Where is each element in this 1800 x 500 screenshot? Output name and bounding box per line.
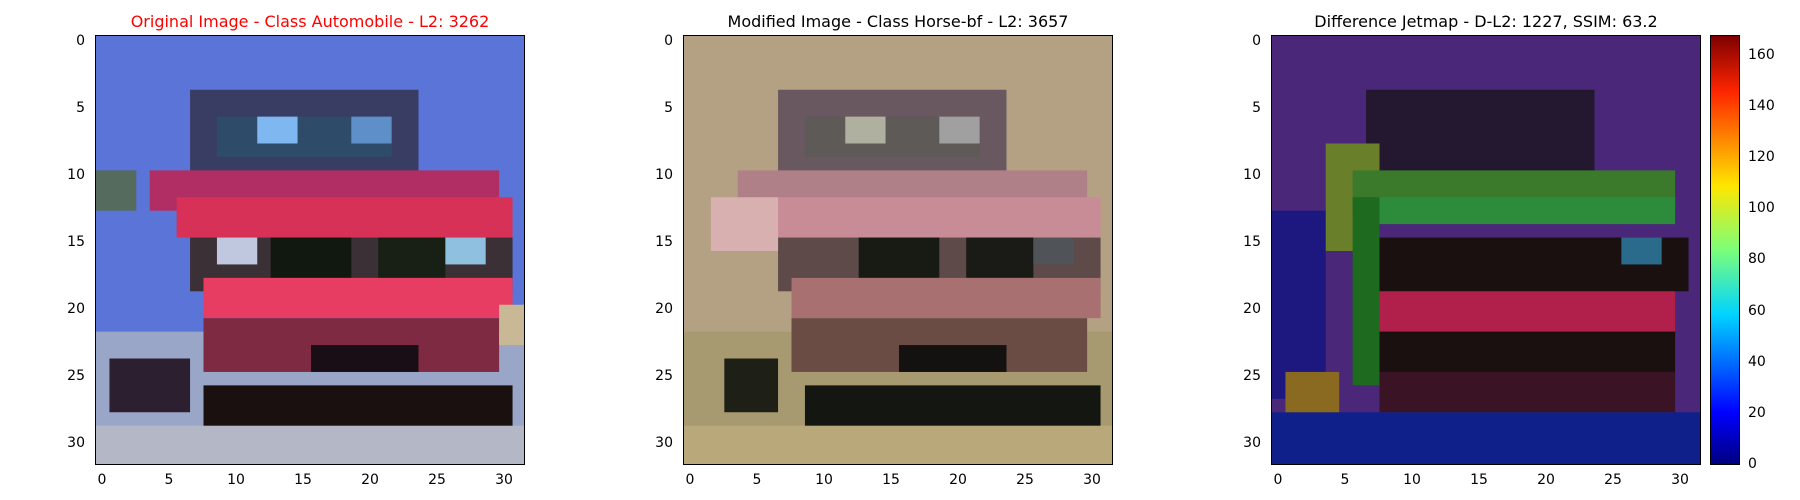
y-tick: 0 [1252, 33, 1261, 49]
y-tick: 25 [1243, 368, 1261, 384]
x-tick: 25 [428, 472, 446, 488]
x-tick: 0 [685, 472, 695, 488]
colorbar-tick: 60 [1748, 303, 1766, 319]
x-tick: 10 [227, 472, 245, 488]
colorbar-tick: 120 [1748, 149, 1775, 165]
y-tick: 5 [1252, 100, 1261, 116]
x-tick: 25 [1016, 472, 1034, 488]
x-tick: 5 [1340, 472, 1350, 488]
x-tick: 0 [1273, 472, 1283, 488]
y-tick: 0 [664, 33, 673, 49]
y-tick: 0 [76, 33, 85, 49]
panel-title: Difference Jetmap - D-L2: 1227, SSIM: 63… [1314, 12, 1658, 31]
panel-title: Original Image - Class Automobile - L2: … [130, 12, 490, 31]
x-tick: 20 [1537, 472, 1555, 488]
x-tick: 0 [97, 472, 107, 488]
difference-jetmap [1272, 36, 1700, 464]
x-tick: 30 [495, 472, 513, 488]
x-tick: 5 [752, 472, 762, 488]
colorbar-tick: 40 [1748, 354, 1766, 370]
x-tick: 10 [1403, 472, 1421, 488]
y-tick: 25 [67, 368, 85, 384]
y-tick: 10 [67, 167, 85, 183]
y-tick: 15 [1243, 234, 1261, 250]
x-tick: 5 [164, 472, 174, 488]
y-tick: 10 [1243, 167, 1261, 183]
y-tick: 10 [655, 167, 673, 183]
x-tick: 30 [1083, 472, 1101, 488]
original-image [95, 35, 525, 465]
modified-image [683, 35, 1113, 465]
y-tick: 25 [655, 368, 673, 384]
x-tick: 15 [294, 472, 312, 488]
colorbar-tick: 80 [1748, 251, 1766, 267]
y-tick: 15 [67, 234, 85, 250]
x-tick: 15 [882, 472, 900, 488]
x-tick: 25 [1604, 472, 1622, 488]
colorbar-tick: 140 [1748, 98, 1775, 114]
y-tick: 30 [655, 435, 673, 451]
colorbar-tick: 100 [1748, 200, 1775, 216]
y-tick: 5 [76, 100, 85, 116]
y-tick: 15 [655, 234, 673, 250]
y-tick: 5 [664, 100, 673, 116]
x-tick: 20 [949, 472, 967, 488]
colorbar [1710, 35, 1740, 465]
y-tick: 20 [1243, 301, 1261, 317]
x-tick: 15 [1470, 472, 1488, 488]
x-tick: 10 [815, 472, 833, 488]
y-tick: 30 [1243, 435, 1261, 451]
colorbar-tick: 0 [1748, 456, 1757, 472]
y-tick: 20 [655, 301, 673, 317]
y-tick: 20 [67, 301, 85, 317]
y-tick: 30 [67, 435, 85, 451]
panel-title: Modified Image - Class Horse-bf - L2: 36… [727, 12, 1069, 31]
colorbar-tick: 160 [1748, 47, 1775, 63]
x-tick: 30 [1671, 472, 1689, 488]
car-image-original [96, 36, 524, 464]
colorbar-tick: 20 [1748, 405, 1766, 421]
x-tick: 20 [361, 472, 379, 488]
difference-image [1271, 35, 1701, 465]
car-image-modified [684, 36, 1112, 464]
